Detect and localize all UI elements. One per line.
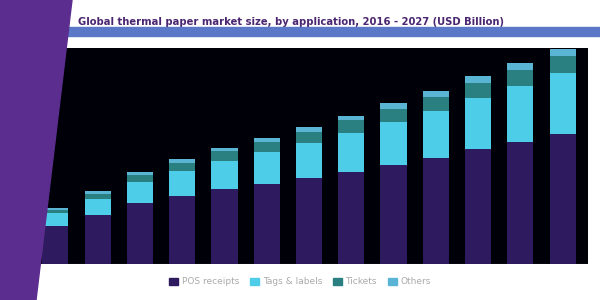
Bar	[338, 120, 364, 133]
Bar	[338, 172, 364, 264]
Bar	[465, 98, 491, 149]
Bar	[127, 175, 153, 182]
Bar	[211, 189, 238, 264]
Bar	[254, 184, 280, 264]
Bar	[169, 171, 195, 196]
Bar	[380, 109, 407, 122]
Bar	[127, 182, 153, 203]
Bar	[169, 159, 195, 163]
Bar	[42, 209, 68, 213]
Bar	[296, 143, 322, 178]
Bar	[127, 203, 153, 264]
Bar	[211, 151, 238, 161]
Bar	[169, 163, 195, 171]
Bar	[507, 85, 533, 142]
Bar	[550, 134, 576, 264]
Bar	[465, 149, 491, 264]
Bar	[338, 133, 364, 172]
Bar	[296, 127, 322, 132]
Bar	[380, 103, 407, 109]
Bar	[465, 76, 491, 83]
Legend: POS receipts, Tags & labels, Tickets, Others: POS receipts, Tags & labels, Tickets, Ot…	[166, 274, 434, 290]
Bar	[423, 111, 449, 158]
Bar	[338, 116, 364, 120]
Bar	[550, 74, 576, 134]
Bar	[423, 91, 449, 97]
Bar	[465, 83, 491, 98]
Bar	[211, 148, 238, 151]
Bar	[296, 178, 322, 264]
Bar	[169, 196, 195, 264]
Bar	[254, 142, 280, 152]
Bar	[85, 194, 111, 199]
Bar	[550, 56, 576, 74]
Bar	[42, 226, 68, 264]
Bar	[211, 161, 238, 189]
Bar	[380, 122, 407, 165]
Bar	[85, 199, 111, 215]
Bar	[42, 213, 68, 226]
Bar	[42, 208, 68, 209]
Bar	[423, 97, 449, 111]
Bar	[507, 142, 533, 264]
Bar	[85, 215, 111, 264]
Bar	[380, 165, 407, 264]
Bar	[423, 158, 449, 264]
Bar	[254, 138, 280, 142]
Bar	[85, 191, 111, 194]
Bar	[127, 172, 153, 175]
Bar	[507, 63, 533, 70]
Bar	[507, 70, 533, 86]
Bar	[254, 152, 280, 184]
Bar	[550, 49, 576, 56]
Text: Global thermal paper market size, by application, 2016 - 2027 (USD Billion): Global thermal paper market size, by app…	[78, 17, 504, 27]
Bar	[296, 132, 322, 143]
